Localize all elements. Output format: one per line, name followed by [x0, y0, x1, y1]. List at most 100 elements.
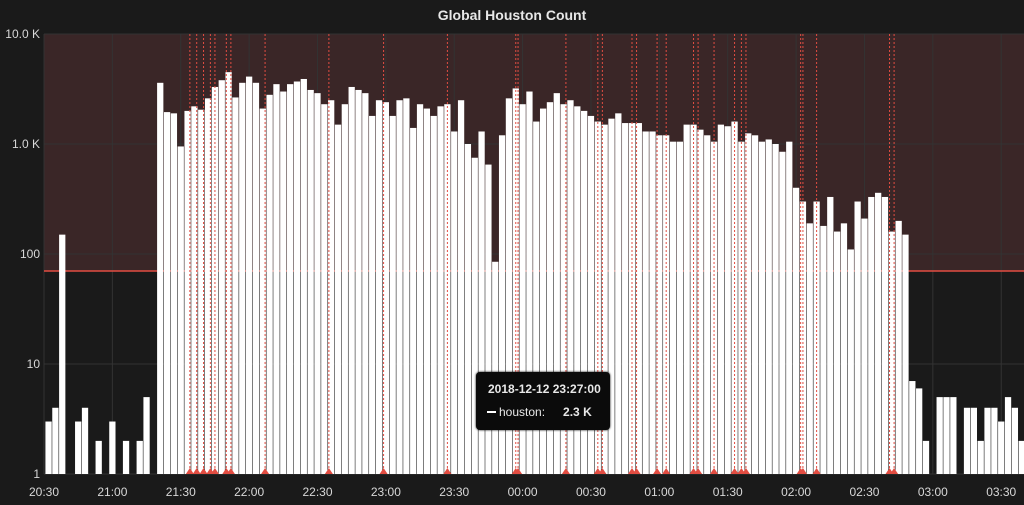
bar — [587, 115, 595, 475]
bar — [307, 89, 314, 474]
bar — [403, 98, 410, 474]
annotation-marker[interactable] — [662, 468, 671, 474]
bar — [314, 93, 321, 474]
bar — [861, 218, 868, 474]
bar — [786, 141, 793, 475]
bar — [526, 91, 533, 475]
annotation-markers[interactable] — [185, 34, 899, 474]
bar — [642, 131, 649, 474]
bar — [868, 196, 875, 474]
annotation-marker[interactable] — [514, 468, 523, 474]
bar — [457, 100, 465, 474]
bar — [977, 440, 984, 474]
bar — [341, 104, 348, 475]
annotation-marker[interactable] — [199, 468, 208, 474]
annotation-marker[interactable] — [192, 468, 201, 474]
bar — [430, 115, 437, 475]
annotation-marker[interactable] — [730, 468, 739, 474]
annotation-marker[interactable] — [210, 468, 219, 474]
annotation-marker[interactable] — [632, 468, 641, 474]
annotation-marker[interactable] — [226, 468, 235, 474]
bar — [724, 126, 731, 474]
bar — [881, 196, 889, 474]
bar — [293, 81, 301, 474]
bar — [875, 192, 882, 474]
x-tick-label: 02:00 — [781, 485, 811, 499]
annotation-marker[interactable] — [379, 468, 388, 474]
bar — [45, 421, 52, 474]
bar — [888, 231, 895, 474]
bar — [704, 135, 711, 475]
bar — [328, 100, 335, 474]
bar — [287, 84, 294, 475]
bar — [615, 113, 622, 474]
x-tick-label: 00:00 — [508, 485, 538, 499]
x-tick-label: 21:00 — [97, 485, 127, 499]
hover-tooltip: 2018-12-12 23:27:00 houston: 2.3 K — [476, 372, 610, 430]
annotation-marker[interactable] — [741, 468, 750, 474]
bar — [683, 124, 690, 474]
bar — [676, 141, 683, 475]
bar — [471, 157, 478, 475]
panel-title: Global Houston Count — [437, 7, 587, 23]
bar — [991, 407, 998, 474]
x-tick-label: 23:30 — [439, 485, 469, 499]
annotation-marker[interactable] — [694, 468, 703, 474]
annotation-marker[interactable] — [710, 468, 719, 474]
bar — [546, 102, 554, 475]
bar — [533, 121, 540, 475]
bar — [1011, 407, 1019, 474]
bar — [806, 223, 813, 474]
bar — [833, 231, 841, 474]
bar — [81, 407, 89, 474]
bar — [950, 397, 957, 474]
bar — [581, 110, 588, 474]
x-tick-label: 21:30 — [166, 485, 196, 499]
bar — [59, 234, 66, 474]
bar — [820, 225, 827, 474]
annotation-marker[interactable] — [443, 468, 452, 474]
bar — [512, 88, 519, 475]
bar — [184, 110, 191, 474]
bar — [601, 124, 608, 474]
annotation-marker[interactable] — [798, 468, 807, 474]
bar — [334, 124, 342, 474]
bar — [225, 72, 232, 475]
bar — [355, 89, 362, 474]
bar — [177, 146, 184, 474]
bar — [594, 121, 601, 475]
bar — [669, 141, 677, 475]
bar — [567, 100, 574, 474]
annotation-marker[interactable] — [653, 468, 662, 474]
annotation-marker[interactable] — [561, 468, 570, 474]
bar — [362, 93, 369, 474]
bar — [259, 108, 266, 474]
bar — [827, 196, 834, 474]
annotation-marker[interactable] — [324, 468, 333, 474]
bar — [622, 123, 629, 474]
bar — [321, 104, 328, 475]
annotation-marker[interactable] — [890, 468, 899, 474]
annotation-marker[interactable] — [812, 468, 821, 474]
bar — [731, 121, 738, 475]
bar — [464, 144, 472, 474]
bar — [963, 407, 971, 474]
bar — [1004, 397, 1012, 474]
bar — [656, 135, 663, 475]
annotation-marker[interactable] — [598, 468, 607, 474]
bar — [902, 234, 909, 474]
bar — [410, 127, 417, 475]
bar — [211, 86, 219, 475]
bar — [396, 100, 403, 474]
annotation-marker[interactable] — [261, 468, 270, 474]
tooltip-series-row: houston: 2.3 K — [487, 405, 592, 419]
bar — [280, 91, 287, 475]
bar — [772, 144, 779, 474]
bar — [916, 388, 923, 474]
tooltip-series-label: houston: — [499, 405, 546, 419]
bar — [943, 397, 950, 474]
annotation-marker[interactable] — [185, 468, 194, 474]
bar — [574, 106, 581, 474]
bar — [539, 108, 547, 474]
